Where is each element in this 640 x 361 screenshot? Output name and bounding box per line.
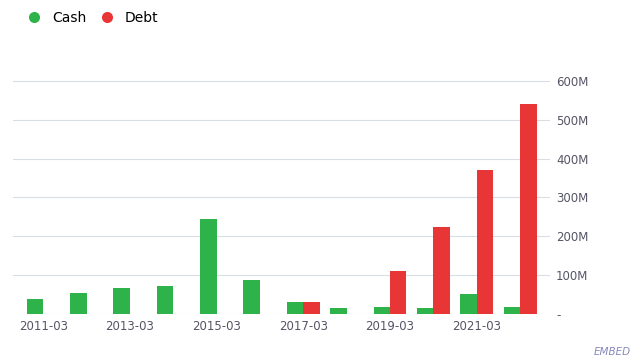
Bar bbox=[504, 307, 520, 314]
Legend: Cash, Debt: Cash, Debt bbox=[14, 5, 164, 30]
Bar bbox=[374, 307, 390, 314]
Bar bbox=[243, 280, 260, 314]
Bar bbox=[27, 299, 43, 314]
Bar bbox=[157, 286, 173, 314]
Bar bbox=[200, 219, 216, 314]
Bar bbox=[477, 170, 493, 314]
Bar bbox=[113, 288, 130, 314]
Bar bbox=[330, 308, 347, 314]
Bar bbox=[390, 271, 406, 314]
Bar bbox=[520, 104, 536, 314]
Bar bbox=[417, 308, 433, 314]
Text: EMBED: EMBED bbox=[593, 347, 630, 357]
Bar bbox=[433, 227, 450, 314]
Bar bbox=[287, 302, 303, 314]
Bar bbox=[460, 294, 477, 314]
Bar bbox=[70, 293, 86, 314]
Bar bbox=[303, 302, 320, 314]
